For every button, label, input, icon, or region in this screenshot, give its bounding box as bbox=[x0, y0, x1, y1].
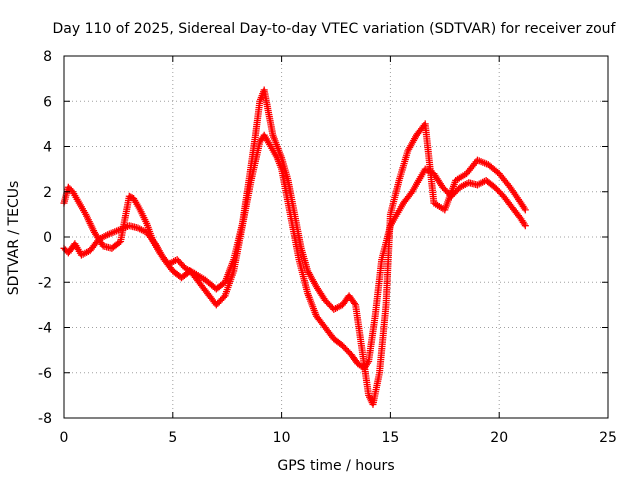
grid-lines bbox=[64, 56, 608, 418]
x-tick-label: 15 bbox=[381, 430, 399, 446]
y-tick-label: -6 bbox=[38, 366, 52, 382]
y-tick-label: 6 bbox=[43, 94, 52, 110]
x-tick-label: 0 bbox=[60, 430, 69, 446]
x-axis-label: GPS time / hours bbox=[277, 458, 394, 474]
y-tick-label: -4 bbox=[38, 321, 52, 337]
chart-title: Day 110 of 2025, Sidereal Day-to-day VTE… bbox=[53, 21, 617, 37]
data-point bbox=[521, 206, 529, 214]
y-tick-label: 2 bbox=[43, 185, 52, 201]
series-track-a bbox=[60, 131, 529, 372]
y-tick-label: -2 bbox=[38, 275, 52, 291]
data-point-interp bbox=[220, 293, 228, 301]
y-axis-label: SDTVAR / TECUs bbox=[6, 181, 22, 296]
y-tick-label: -8 bbox=[38, 411, 52, 427]
data-points bbox=[60, 86, 529, 408]
y-tick-label: 0 bbox=[43, 230, 52, 246]
x-tick-label: 25 bbox=[599, 430, 617, 446]
data-point-interp bbox=[407, 189, 415, 197]
x-tick-label: 5 bbox=[168, 430, 177, 446]
data-point-interp bbox=[350, 299, 358, 307]
data-point bbox=[521, 222, 529, 230]
y-tick-label: 8 bbox=[43, 49, 52, 65]
series-track-b bbox=[60, 86, 529, 408]
x-tick-label: 10 bbox=[273, 430, 291, 446]
y-tick-label: 4 bbox=[43, 140, 52, 156]
x-tick-label: 20 bbox=[490, 430, 508, 446]
axis-ticks: 0 5 10 15 20 25 -8 -6 -4 -2 0 2 4 6 8 bbox=[38, 49, 617, 446]
